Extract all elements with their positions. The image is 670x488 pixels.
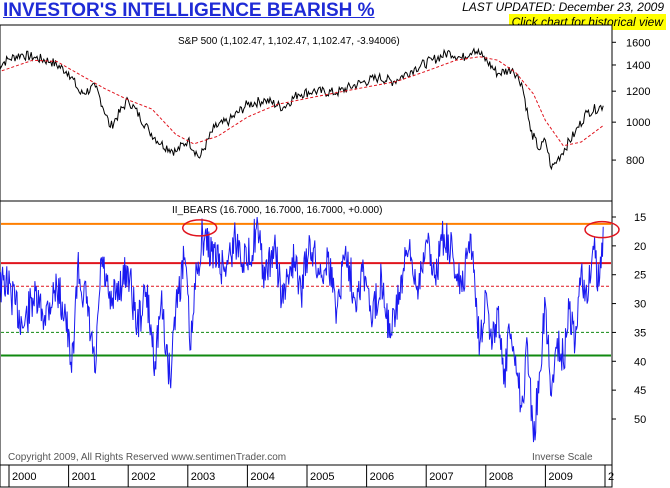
- y-tick-label: 45: [634, 385, 646, 397]
- y-tick-label: 35: [634, 327, 646, 339]
- bears-y-axis: 15 20 25 30 35 40 45 50: [612, 212, 646, 426]
- y-tick-label: 1400: [626, 60, 650, 72]
- bears-series-label: II_BEARS (16.7000, 16.7000, 16.7000, +0.…: [172, 205, 382, 216]
- x-tick-label: 2000: [12, 471, 36, 483]
- x-tick-label: 2004: [250, 471, 274, 483]
- y-tick-label: 25: [634, 270, 646, 282]
- y-tick-label: 800: [626, 155, 644, 167]
- x-tick-label: 2009: [548, 471, 572, 483]
- inverse-scale-label: Inverse Scale: [532, 452, 593, 463]
- x-axis: 2000 2001 2002 2003 2004 2005 2006 2007 2008 2009…: [8, 465, 614, 487]
- x-tick-label: 2001: [72, 471, 96, 483]
- sp500-panel: [0, 24, 613, 202]
- sp500-plot: [0, 47, 604, 171]
- copyright-text: Copyright 2009, All Rights Reserved www.…: [8, 452, 286, 463]
- y-tick-label: 50: [634, 414, 646, 426]
- x-tick-label: 2007: [429, 471, 453, 483]
- y-tick-label: 30: [634, 299, 646, 311]
- x-tick-label: 2008: [489, 471, 513, 483]
- bears-plot: [0, 217, 604, 443]
- y-tick-label: 15: [634, 212, 646, 224]
- y-tick-label: 1000: [626, 117, 650, 129]
- sp500-line: [0, 47, 604, 171]
- x-tick-label: 2006: [370, 471, 394, 483]
- sp500-y-axis: 800 1000 1200 1400 1600: [612, 37, 650, 167]
- x-tick-label: 2003: [191, 471, 215, 483]
- x-tick-label: 2: [608, 471, 614, 483]
- highlight-circle: [584, 220, 620, 239]
- sp500-moving-average: [0, 56, 604, 147]
- x-tick-label: 2005: [310, 471, 334, 483]
- highlight-circles: [181, 219, 620, 239]
- y-tick-label: 40: [634, 356, 646, 368]
- y-tick-label: 20: [634, 241, 646, 253]
- highlight-circle: [181, 219, 218, 237]
- y-tick-label: 1200: [626, 86, 650, 98]
- y-tick-label: 1600: [626, 37, 650, 49]
- last-updated-label: LAST UPDATED: December 23, 2009: [462, 0, 664, 14]
- sp500-series-label: S&P 500 (1,102.47, 1,102.47, 1,102.47, -…: [178, 36, 400, 47]
- ii-bears-line: [0, 217, 604, 443]
- page-title: INVESTOR'S INTELLIGENCE BEARISH %: [3, 0, 375, 21]
- x-axis-band: [0, 464, 613, 488]
- x-tick-label: 2002: [131, 471, 155, 483]
